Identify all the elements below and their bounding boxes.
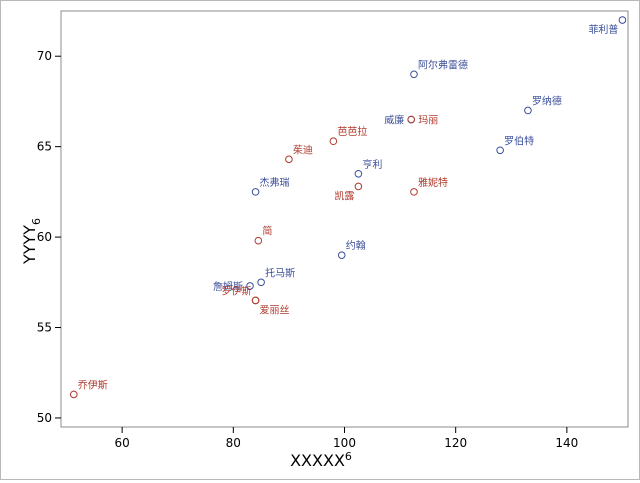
data-point xyxy=(354,169,363,178)
data-point xyxy=(251,296,260,305)
y-tick-label: 70 xyxy=(37,49,52,63)
point-label: 简 xyxy=(262,225,272,238)
data-point xyxy=(618,16,627,24)
data-point xyxy=(496,146,504,155)
point-label: 杰弗瑞 xyxy=(260,176,290,189)
point-label: 亨利 xyxy=(362,158,382,171)
x-tick-label: 140 xyxy=(555,436,578,450)
y-tick-label: 55 xyxy=(37,321,52,335)
x-tick-label: 60 xyxy=(115,436,130,450)
y-tick-label: 50 xyxy=(37,411,52,425)
data-point xyxy=(410,188,418,196)
data-point xyxy=(254,236,263,245)
point-label: 约翰 xyxy=(346,239,366,252)
point-label: 雅妮特 xyxy=(418,176,448,189)
data-point xyxy=(285,155,293,164)
point-label: 乔伊斯 xyxy=(78,378,108,391)
data-point xyxy=(337,251,346,259)
point-label: 托马斯 xyxy=(265,266,295,279)
point-label: 爱丽丝 xyxy=(260,303,290,316)
data-point xyxy=(69,390,78,399)
point-label: 菲利普 xyxy=(588,23,618,36)
x-tick-label: 80 xyxy=(226,436,241,450)
y-axis-title: YYYY6 xyxy=(20,218,43,265)
data-point xyxy=(257,278,265,287)
data-points xyxy=(69,16,627,399)
point-label: 玛丽 xyxy=(418,115,438,127)
data-point xyxy=(246,282,254,290)
data-point xyxy=(407,115,416,124)
plot-area xyxy=(60,10,629,428)
point-label: 威廉 xyxy=(384,114,404,127)
y-tick-label: 65 xyxy=(37,140,52,154)
y-tick-label: 60 xyxy=(37,230,52,244)
point-label: 芭芭拉 xyxy=(337,125,367,138)
point-label: 凯露 xyxy=(334,189,354,202)
data-point xyxy=(524,106,532,115)
y-axis-ticks: 50 55 60 65 70 xyxy=(37,49,61,425)
data-point xyxy=(410,70,418,79)
point-label: 茱迪 xyxy=(293,144,313,156)
point-label: 罗伯特 xyxy=(504,134,534,147)
x-axis-title: XXXXX6 xyxy=(290,450,352,470)
point-label: 罗伊斯 xyxy=(222,284,252,297)
point-label: 罗纳德 xyxy=(532,94,562,107)
x-axis-ticks: 60 80 100 120 140 xyxy=(115,427,578,450)
point-label: 詹姆斯 xyxy=(213,280,243,293)
point-label: 阿尔弗雷德 xyxy=(418,58,468,71)
x-tick-label: 100 xyxy=(333,436,356,450)
x-tick-label: 120 xyxy=(444,436,467,450)
data-point xyxy=(354,182,363,191)
data-point xyxy=(329,137,338,146)
data-point xyxy=(251,188,260,196)
